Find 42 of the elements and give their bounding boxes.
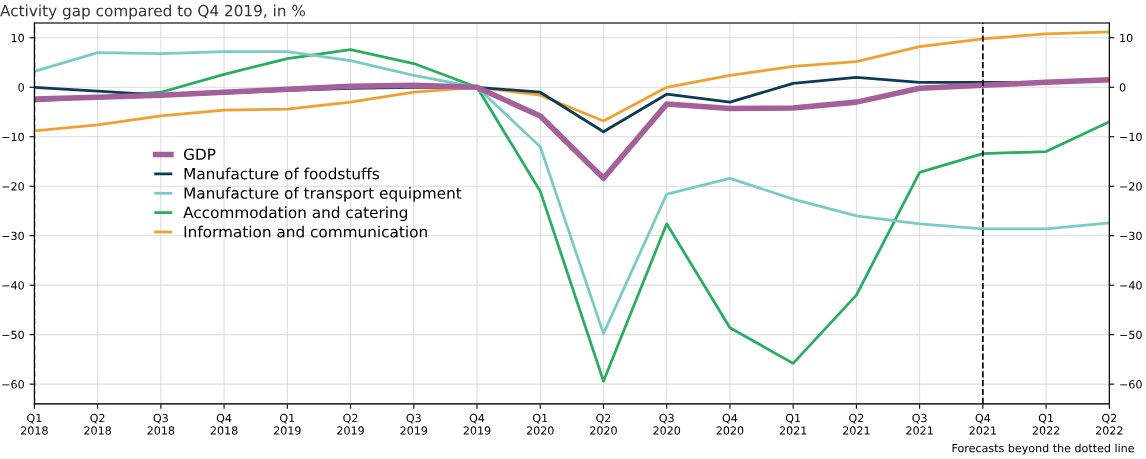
x-tick-label: Q3 2021 [906, 413, 933, 435]
legend-label: Manufacture of transport equipment [184, 186, 462, 202]
x-tick-label: Q1 2018 [21, 413, 48, 435]
x-tick-label: Q1 2021 [779, 413, 807, 435]
y-tick-label: −30 [2, 231, 24, 241]
y2-tick-label: −10 [1120, 132, 1142, 142]
chart-title: Activity gap compared to Q4 2019, in % [0, 4, 306, 20]
x-tick-label: Q1 2022 [1032, 413, 1060, 435]
y-tick-label: −10 [2, 132, 24, 142]
x-tick-label: Q2 2018 [84, 413, 111, 435]
y-tick-label: 0 [18, 83, 24, 92]
y2-tick-label: −30 [1120, 231, 1142, 241]
x-tick-label: Q4 2019 [463, 413, 491, 435]
y2-tick-label: −20 [1120, 182, 1142, 191]
text: Forecasts beyond the dotted line [952, 443, 1134, 455]
legend-label: Accommodation and catering [183, 206, 408, 222]
x-tick-label: Q2 2020 [590, 413, 617, 435]
legend-label: Information and communication [184, 225, 427, 238]
line-series [34, 30, 1110, 133]
y2-tick-label: −40 [1120, 281, 1142, 290]
y-tick-label: −60 [2, 380, 24, 389]
legend-label: GDP [183, 148, 216, 161]
x-tick-label: Q4 2021 [969, 413, 996, 435]
y2-tick-label: 0 [1119, 83, 1126, 92]
y2-tick-label: 10 [1120, 33, 1133, 43]
x-tick-label: Q3 2019 [400, 413, 428, 435]
x-tick-label: Q4 2020 [716, 413, 744, 435]
y2-tick-label: −50 [1120, 330, 1142, 340]
legend-label: Manufacture of foodstuffs [184, 167, 379, 180]
x-tick-label: Q3 2020 [653, 413, 681, 435]
x-tick-label: Q2 2019 [337, 413, 364, 435]
y-tick-label: −40 [2, 281, 24, 290]
y-tick-label: 10 [11, 33, 24, 43]
x-tick-label: Q3 2018 [147, 413, 175, 435]
x-tick-label: Q2 2021 [843, 413, 870, 435]
y-tick-label: −50 [2, 330, 24, 340]
x-tick-label: Q4 2018 [210, 413, 238, 435]
x-tick-label: Q1 2020 [526, 413, 554, 435]
x-tick-label: Q1 2019 [273, 413, 301, 435]
y2-tick-label: −60 [1120, 380, 1142, 389]
x-tick-label: Q2 2022 [1096, 413, 1123, 435]
y-tick-label: −20 [2, 182, 24, 191]
